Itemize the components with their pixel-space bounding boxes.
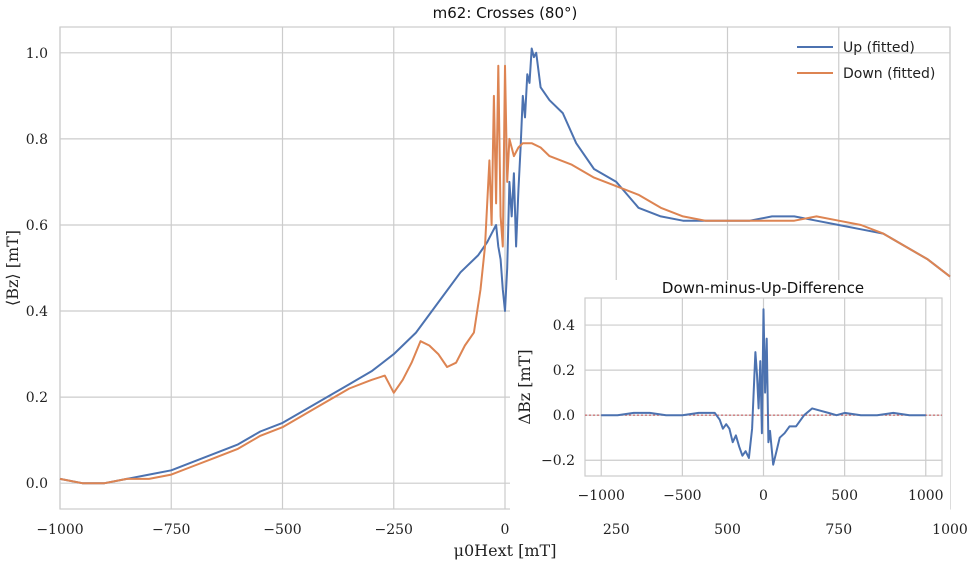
- inset-x-tick-label: −500: [663, 488, 701, 504]
- main-series: [59, 47, 951, 485]
- legend-label-down: Down (fitted): [843, 66, 935, 82]
- inset-x-tick-label: −1000: [578, 488, 625, 504]
- inset-y-tick-labels: −0.2 0.0 0.2 0.4: [541, 318, 575, 469]
- main-y-tick-label: 0.2: [26, 390, 48, 406]
- main-y-tick-label: 1.0: [26, 46, 48, 62]
- inset-x-tick-label: 1000: [908, 488, 944, 504]
- main-chart: −1000 −750 −500 −250 0 250 500 750 1000 0.00.20.…: [3, 4, 968, 560]
- main-y-tick-label: 0.0: [26, 476, 48, 492]
- main-x-tick-label: 1000: [932, 522, 968, 538]
- inset-y-tick-label: 0.0: [553, 408, 575, 424]
- main-y-tick-labels: 0.0 0.2 0.4 0.6 0.8 1.0: [26, 46, 48, 492]
- inset-chart: −1000 −500 0 500 1000 −0.2 0.0 0.2 0.4 Down-min…: [510, 279, 950, 510]
- main-y-axis-label: ⟨Bz⟩ [mT]: [3, 230, 22, 306]
- legend: Up (fitted) Down (fitted): [797, 40, 935, 82]
- inset-chart-title: Down-minus-Up-Difference: [662, 279, 864, 297]
- main-x-tick-label: −500: [263, 522, 301, 538]
- main-x-tick-label: −1000: [36, 522, 83, 538]
- main-y-tick-label: 0.8: [26, 132, 48, 148]
- main-series-line-1: [59, 64, 951, 485]
- inset-y-tick-label: 0.4: [553, 318, 575, 334]
- inset-y-tick-label: 0.2: [553, 363, 575, 379]
- inset-y-tick-label: −0.2: [541, 453, 575, 469]
- main-x-axis-label: μ0Hext [mT]: [454, 541, 557, 560]
- main-x-tick-label: 750: [825, 522, 852, 538]
- main-x-tick-label: −250: [375, 522, 413, 538]
- inset-x-tick-labels: −1000 −500 0 500 1000: [578, 488, 944, 504]
- main-x-tick-labels: −1000 −750 −500 −250 0 250 500 750 1000: [36, 522, 968, 538]
- legend-label-up: Up (fitted): [843, 40, 915, 56]
- main-x-tick-label: −750: [152, 522, 190, 538]
- main-y-tick-label: 0.6: [26, 218, 48, 234]
- main-x-tick-label: 500: [714, 522, 741, 538]
- inset-series-line-0: [601, 308, 926, 466]
- inset-y-axis-label: ΔBz [mT]: [515, 349, 534, 424]
- inset-x-tick-label: 500: [831, 488, 858, 504]
- main-chart-title: m62: Crosses (80°): [433, 4, 578, 22]
- inset-series: [601, 308, 926, 466]
- inset-x-tick-label: 0: [759, 488, 768, 504]
- main-x-tick-label: 0: [501, 522, 510, 538]
- main-x-tick-label: 250: [603, 522, 630, 538]
- main-y-tick-label: 0.4: [26, 304, 48, 320]
